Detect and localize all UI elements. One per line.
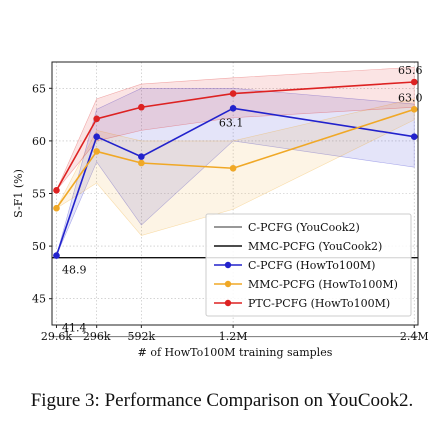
data-label: 63.0 [398, 91, 423, 104]
y-tick-label: 50 [32, 240, 46, 253]
x-tick-label: 296k [83, 330, 111, 343]
x-tick-label: 1.2M [219, 330, 248, 343]
data-point [93, 133, 100, 140]
data-point [138, 103, 145, 111]
x-tick-label: 592k [128, 330, 156, 343]
legend-box [205, 213, 412, 317]
data-point [229, 90, 237, 97]
data-point [229, 164, 237, 172]
reference-line-label: 48.9 [62, 264, 87, 277]
legend-entry-label: MMC-PCFG (YouCook2) [248, 240, 382, 253]
y-tick-label: 55 [32, 188, 46, 201]
data-point [93, 148, 100, 155]
data-point [53, 204, 60, 212]
data-point [138, 153, 145, 160]
y-tick-label: 60 [32, 135, 46, 148]
legend-entry-label: C-PCFG (HowTo100M) [248, 259, 375, 272]
y-axis-label: S-F1 (%) [12, 169, 25, 218]
data-label: 65.6 [398, 64, 423, 77]
axes: 45 50 55 60 65 29.6k 296k 592k 1.2M 2.4M [32, 82, 429, 343]
data-point [410, 78, 418, 86]
legend-entry-label: MMC-PCFG (HowTo100M) [248, 278, 398, 291]
x-tick-label: 29.6k [41, 330, 72, 343]
data-label: 63.1 [219, 116, 244, 129]
legend-entry-label: C-PCFG (YouCook2) [248, 221, 360, 234]
figure-caption: Figure 3: Performance Comparison on YouC… [30, 390, 414, 411]
annotations: 65.6 63.0 63.1 [219, 64, 423, 129]
y-tick-label: 65 [32, 82, 46, 95]
legend: C-PCFG (YouCook2) MMC-PCFG (YouCook2) C-PC… [205, 213, 412, 317]
y-tick-label: 45 [32, 293, 46, 306]
x-tick-label: 2.4M [400, 330, 429, 343]
data-point [410, 106, 418, 113]
data-point [93, 115, 100, 123]
legend-swatch-marker [224, 261, 232, 269]
data-point [53, 187, 60, 194]
legend-swatch-marker [224, 299, 232, 307]
data-point [410, 133, 418, 140]
data-point [53, 252, 60, 259]
confidence-band [56, 66, 415, 191]
legend-swatch-marker [224, 280, 232, 288]
series-lines [53, 78, 418, 259]
legend-entry-label: PTC-PCFG (HowTo100M) [248, 297, 390, 310]
data-point [138, 159, 145, 167]
x-axis-label: # of HowTo100M training samples [138, 346, 333, 359]
data-point [229, 104, 237, 112]
